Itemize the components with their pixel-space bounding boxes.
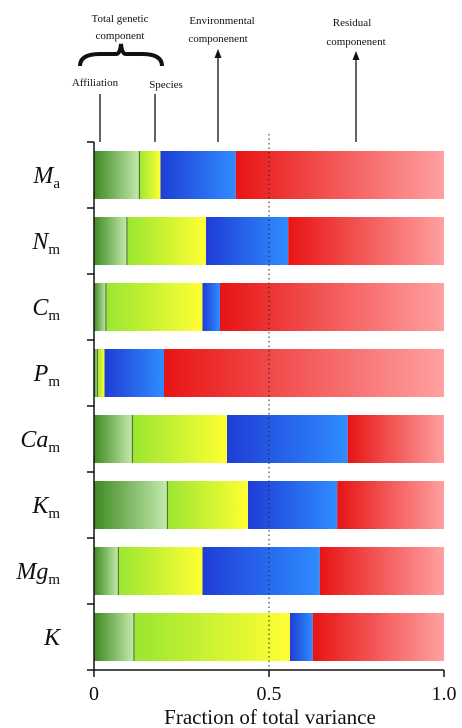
total-genetic-label-1: Total genetic xyxy=(92,13,149,25)
bar-affiliation xyxy=(94,217,128,265)
x-tick-label: 0.5 xyxy=(257,683,282,705)
bar-affiliation xyxy=(94,415,133,463)
bar-environmental xyxy=(202,547,320,595)
bar-affiliation xyxy=(94,349,98,397)
x-tick-label: 0 xyxy=(89,683,99,705)
bar-residual xyxy=(220,283,444,331)
bar-species xyxy=(132,415,227,463)
row-label: Pm xyxy=(33,361,61,390)
bar-affiliation xyxy=(94,613,135,661)
species-label: Species xyxy=(149,79,183,91)
bar-environmental xyxy=(206,217,289,265)
row-label: Nm xyxy=(31,229,60,258)
row-label-subscript: a xyxy=(53,176,60,192)
bar-residual xyxy=(319,547,444,595)
bar-species xyxy=(139,151,161,199)
bar-species xyxy=(106,283,203,331)
row-label-subscript: m xyxy=(48,440,60,456)
row-label-subscript: m xyxy=(48,506,60,522)
bar-species xyxy=(118,547,203,595)
environmental-label-2: componenent xyxy=(188,33,247,45)
residual-label-2: componenent xyxy=(326,36,385,48)
bar-affiliation xyxy=(94,481,168,529)
row-label: Mgm xyxy=(15,559,60,588)
bar-affiliation xyxy=(94,547,119,595)
bar-residual xyxy=(347,415,444,463)
x-axis-label: Fraction of total variance xyxy=(164,705,376,728)
axes: 0 0.5 1.0 xyxy=(87,134,457,705)
row-label-subscript: m xyxy=(48,374,60,390)
environmental-label-1: Environmental xyxy=(189,15,254,27)
row-label: Cam xyxy=(20,427,60,456)
bar-residual xyxy=(288,217,444,265)
bar-residual xyxy=(337,481,444,529)
row-label: Cm xyxy=(32,295,60,324)
bar-species xyxy=(167,481,248,529)
bar-environmental xyxy=(202,283,220,331)
bar-environmental xyxy=(104,349,164,397)
bar-species xyxy=(97,349,105,397)
bar-residual xyxy=(235,151,444,199)
bar-species xyxy=(134,613,290,661)
bar-environmental xyxy=(160,151,236,199)
total-genetic-brace xyxy=(78,43,164,67)
bar-residual xyxy=(312,613,444,661)
row-labels: Ma Nm Cm Pm Cam Km Mgm K xyxy=(15,163,62,651)
annotations: Total genetic component Affiliation Spec… xyxy=(72,13,386,142)
bar-environmental xyxy=(248,481,338,529)
total-genetic-label-2: component xyxy=(96,30,145,42)
row-label: K xyxy=(43,625,62,651)
bar-environmental xyxy=(227,415,348,463)
residual-arrowhead xyxy=(352,51,360,60)
bar-affiliation xyxy=(94,283,107,331)
row-label-subscript: m xyxy=(48,308,60,324)
row-label-subscript: m xyxy=(48,572,60,588)
bars xyxy=(94,151,444,661)
bar-affiliation xyxy=(94,151,140,199)
affiliation-label: Affiliation xyxy=(72,77,119,89)
bar-environmental xyxy=(290,613,313,661)
row-label: Km xyxy=(31,493,60,522)
environmental-arrowhead xyxy=(214,49,222,58)
bar-residual xyxy=(164,349,444,397)
row-label-subscript: m xyxy=(48,242,60,258)
row-label: Ma xyxy=(32,163,60,192)
x-tick-label: 1.0 xyxy=(432,683,457,705)
residual-label-1: Residual xyxy=(333,17,372,29)
bar-species xyxy=(127,217,206,265)
